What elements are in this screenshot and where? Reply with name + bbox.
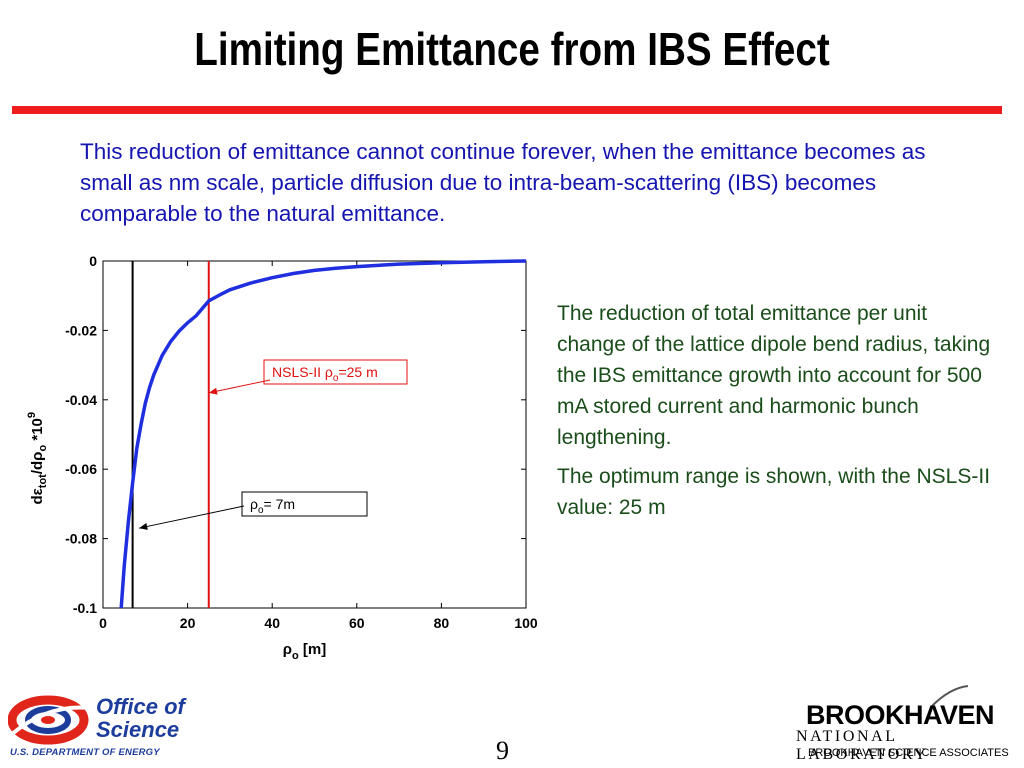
y-tick-label: -0.04 bbox=[65, 392, 97, 408]
x-tick-label: 20 bbox=[180, 615, 196, 631]
bnl-associates: BROOKHAVEN SCIENCE ASSOCIATES bbox=[808, 747, 1009, 759]
title-divider bbox=[12, 106, 1002, 114]
x-tick-label: 0 bbox=[99, 615, 107, 631]
plot-frame bbox=[102, 260, 527, 609]
y-tick-label: 0 bbox=[89, 253, 97, 269]
annotation-label: NSLS-II ρo=25 m bbox=[272, 364, 378, 384]
emittance-chart: 0 20 40 60 80 100 0 -0.02 -0.04 -0.06 -0.08 -0.1 NSL… bbox=[26, 253, 538, 662]
y-tick-label: -0.08 bbox=[65, 531, 97, 547]
series-curve bbox=[119, 259, 527, 609]
y-axis-label: dεtot/dρo *109 bbox=[26, 412, 49, 505]
doe-office-text: Office of Science bbox=[96, 695, 185, 741]
doe-science-label: Science bbox=[96, 717, 180, 742]
bnl-swoosh-icon bbox=[931, 685, 969, 707]
arrow-head bbox=[138, 523, 148, 530]
page-number: 9 bbox=[496, 736, 509, 765]
y-tick-label: -0.02 bbox=[65, 322, 97, 338]
x-tick-label: 60 bbox=[349, 615, 365, 631]
annotation-arrow bbox=[208, 379, 271, 394]
annotation-label: ρo= 7m bbox=[250, 496, 295, 516]
side-text: The reduction of total emittance per uni… bbox=[557, 298, 997, 531]
doe-logo-icon bbox=[8, 695, 91, 745]
arrow-head bbox=[208, 387, 218, 395]
bnl-lab: NATIONAL LABORATORY bbox=[796, 728, 929, 763]
y-tick-label: -0.06 bbox=[65, 461, 97, 477]
annotation-box bbox=[263, 359, 408, 385]
y-tick-label: -0.1 bbox=[73, 600, 97, 616]
x-tick-label: 40 bbox=[264, 615, 280, 631]
slide-title: Limiting Emittance from IBS Effect bbox=[194, 23, 830, 75]
bnl-name: BROOKHAVEN bbox=[806, 700, 995, 730]
side-paragraph-2: The optimum range is shown, with the NSL… bbox=[557, 465, 991, 519]
doe-department: U.S. DEPARTMENT OF ENERGY bbox=[10, 747, 160, 758]
doe-office-label: Office of bbox=[96, 694, 185, 719]
x-tick-label: 100 bbox=[514, 615, 538, 631]
x-axis-label: ρo [m] bbox=[283, 641, 327, 662]
side-paragraph-1: The reduction of total emittance per uni… bbox=[557, 302, 991, 449]
x-tick-label: 80 bbox=[434, 615, 450, 631]
annotation-box bbox=[241, 491, 368, 517]
intro-text: This reduction of emittance cannot conti… bbox=[80, 139, 926, 226]
annotation-arrow bbox=[138, 505, 245, 529]
